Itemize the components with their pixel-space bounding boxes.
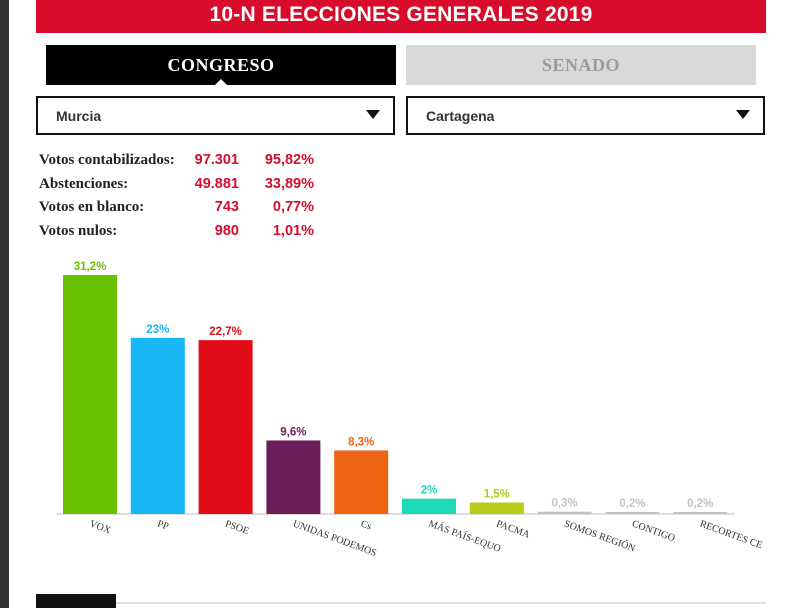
- tab-congreso[interactable]: CONGRESO: [46, 45, 396, 86]
- city-select[interactable]: Cartagena: [406, 96, 765, 135]
- region-select[interactable]: Murcia: [36, 96, 395, 135]
- bar-value-label: 9,6%: [280, 426, 306, 438]
- page-title: 10-N ELECCIONES GENERALES 2019: [36, 0, 766, 33]
- stat-value: 980: [214, 222, 239, 239]
- chevron-down-icon: [736, 110, 750, 119]
- region-select-value: Murcia: [56, 108, 102, 124]
- category-tick-label: PACMA: [495, 518, 532, 540]
- bar-value-label: 0,3%: [551, 498, 577, 510]
- bar-value-label: 8,3%: [348, 436, 374, 448]
- stat-pct: 33,89%: [264, 175, 314, 192]
- stat-value: 97.301: [194, 152, 239, 168]
- stats-table: Votos contabilizados: 97.301 95,82% Abst…: [39, 152, 329, 246]
- footer-divider: [36, 602, 766, 604]
- stat-label: Votos en blanco:: [39, 199, 145, 215]
- city-select-value: Cartagena: [426, 108, 495, 124]
- category-tick-label: MÁS PAÍS-EQUO: [427, 518, 503, 555]
- stat-pct: 95,82%: [264, 152, 314, 168]
- bar-recortes-ce[interactable]: [673, 512, 728, 514]
- stat-value: 743: [214, 199, 239, 215]
- category-tick-label: Cs: [359, 518, 373, 532]
- bar-value-label: 23%: [146, 324, 169, 336]
- stat-row-votos-contabilizados: Votos contabilizados: 97.301 95,82%: [39, 152, 329, 176]
- bar-value-label: 22,7%: [209, 326, 242, 338]
- stat-label: Abstenciones:: [39, 175, 129, 192]
- bar-unidas-podemos[interactable]: [266, 440, 321, 514]
- bar-value-label: 0,2%: [687, 498, 713, 510]
- bar-psoe[interactable]: [198, 340, 253, 514]
- bar-value-label: 31,2%: [74, 261, 107, 273]
- stat-pct: 1,01%: [272, 222, 314, 239]
- bar-pacma[interactable]: [469, 502, 524, 514]
- bar-value-label: 0,2%: [619, 498, 645, 510]
- stat-row-votos-nulos: Votos nulos: 980 1,01%: [39, 223, 329, 247]
- category-tick-label: SOMOS REGIÓN: [563, 518, 637, 555]
- tab-senado[interactable]: SENADO: [406, 45, 756, 85]
- bar-value-label: 1,5%: [484, 489, 510, 501]
- bar-somos-regi-n[interactable]: [537, 511, 592, 514]
- category-tick-label: PSOE: [224, 518, 251, 537]
- category-tick-label: CONTIGO: [630, 518, 676, 544]
- category-tick-label: VOX: [88, 518, 113, 536]
- stat-label: Votos contabilizados:: [39, 152, 175, 168]
- bar-pp[interactable]: [130, 337, 185, 514]
- stat-pct: 0,77%: [272, 199, 314, 215]
- bar-vox[interactable]: [63, 275, 117, 514]
- bar-contigo[interactable]: [605, 512, 660, 514]
- stat-label: Votos nulos:: [39, 222, 118, 239]
- bar-value-label: 2%: [421, 485, 438, 497]
- category-tick-label: PP: [156, 518, 171, 532]
- left-rail: [0, 0, 9, 608]
- chevron-down-icon: [366, 110, 380, 119]
- stat-row-abstenciones: Abstenciones: 49.881 33,89%: [39, 176, 329, 200]
- bar-cs[interactable]: [334, 450, 389, 514]
- stat-value: 49.881: [194, 175, 239, 192]
- bar-m-s-pa-s-equo[interactable]: [402, 498, 456, 514]
- category-tick-label: RECORTES CE: [698, 518, 764, 551]
- footer-block: [36, 594, 116, 608]
- stat-row-votos-en-blanco: Votos en blanco: 743 0,77%: [39, 199, 329, 223]
